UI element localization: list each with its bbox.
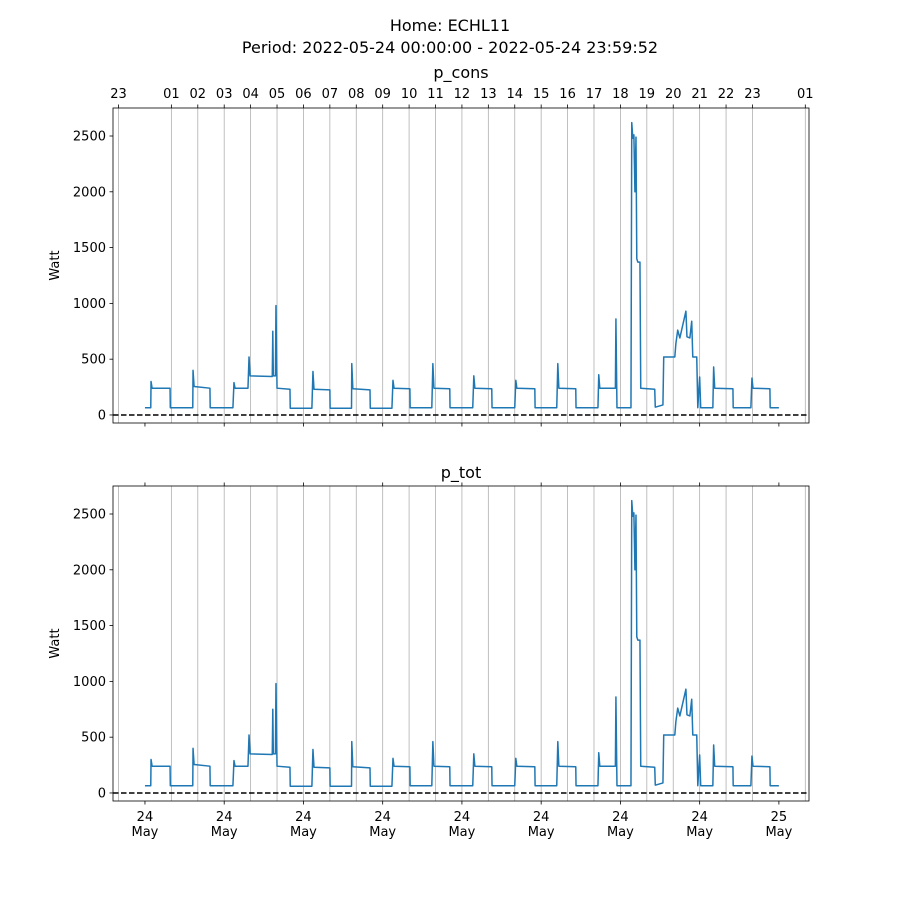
- x2-tick-label: 10: [401, 87, 418, 102]
- x-tick-label: 24 May: [607, 810, 634, 840]
- x2-tick-label: 01: [797, 87, 814, 102]
- x2-tick-label: 17: [586, 87, 603, 102]
- x2-tick-label: 21: [691, 87, 708, 102]
- x2-tick-label: 02: [190, 87, 207, 102]
- x2-tick-label: 20: [665, 87, 682, 102]
- x2-tick-label: 05: [269, 87, 286, 102]
- panel-title: p_tot: [441, 463, 482, 483]
- figure-subtitle: Period: 2022-05-24 00:00:00 - 2022-05-24…: [242, 38, 658, 57]
- y-tick-label: 1000: [73, 675, 106, 690]
- data-line: [144, 499, 779, 788]
- y-tick-label: 1000: [73, 297, 106, 312]
- x2-tick-label: 16: [559, 87, 576, 102]
- x2-tick-label: 09: [374, 87, 391, 102]
- y-tick-label: 1500: [73, 619, 106, 634]
- axes-frame: [112, 107, 810, 424]
- x2-tick-label: 19: [639, 87, 656, 102]
- x2-tick-label: 12: [454, 87, 471, 102]
- y-tick-label: 500: [81, 353, 106, 368]
- x2-tick-label: 06: [295, 87, 312, 102]
- figure-title: Home: ECHL11: [390, 16, 510, 35]
- x-tick-label: 24 May: [528, 810, 555, 840]
- x-tick-label: 24 May: [448, 810, 475, 840]
- x-tick-label: 24 May: [369, 810, 396, 840]
- x2-tick-label: 14: [506, 87, 523, 102]
- y-tick-label: 500: [81, 731, 106, 746]
- y-axis-label: Watt: [48, 250, 63, 280]
- x2-tick-label: 03: [216, 87, 233, 102]
- x2-tick-label: 04: [242, 87, 259, 102]
- data-line: [144, 121, 779, 410]
- x-tick-label: 24 May: [686, 810, 713, 840]
- y-tick-label: 2000: [73, 185, 106, 200]
- panel-title: p_cons: [433, 63, 488, 83]
- y-tick-label: 1500: [73, 241, 106, 256]
- axes-frame: [112, 485, 810, 802]
- x2-tick-label: 23: [110, 87, 127, 102]
- x-tick-label: 24 May: [132, 810, 159, 840]
- y-tick-label: 2500: [73, 130, 106, 145]
- x2-tick-label: 07: [322, 87, 339, 102]
- x2-tick-label: 15: [533, 87, 550, 102]
- y-axis-label: Watt: [48, 628, 63, 658]
- x-tick-label: 24 May: [290, 810, 317, 840]
- x2-tick-label: 22: [718, 87, 735, 102]
- x2-tick-label: 11: [427, 87, 444, 102]
- y-tick-label: 2000: [73, 563, 106, 578]
- x2-tick-label: 23: [744, 87, 761, 102]
- y-tick-label: 2500: [73, 508, 106, 523]
- x-tick-label: 24 May: [211, 810, 238, 840]
- x2-tick-label: 18: [612, 87, 629, 102]
- x-tick-label: 25 May: [765, 810, 792, 840]
- x2-tick-label: 13: [480, 87, 497, 102]
- y-tick-label: 0: [98, 408, 106, 423]
- y-tick-label: 0: [98, 786, 106, 801]
- x2-tick-label: 08: [348, 87, 365, 102]
- x2-tick-label: 01: [163, 87, 180, 102]
